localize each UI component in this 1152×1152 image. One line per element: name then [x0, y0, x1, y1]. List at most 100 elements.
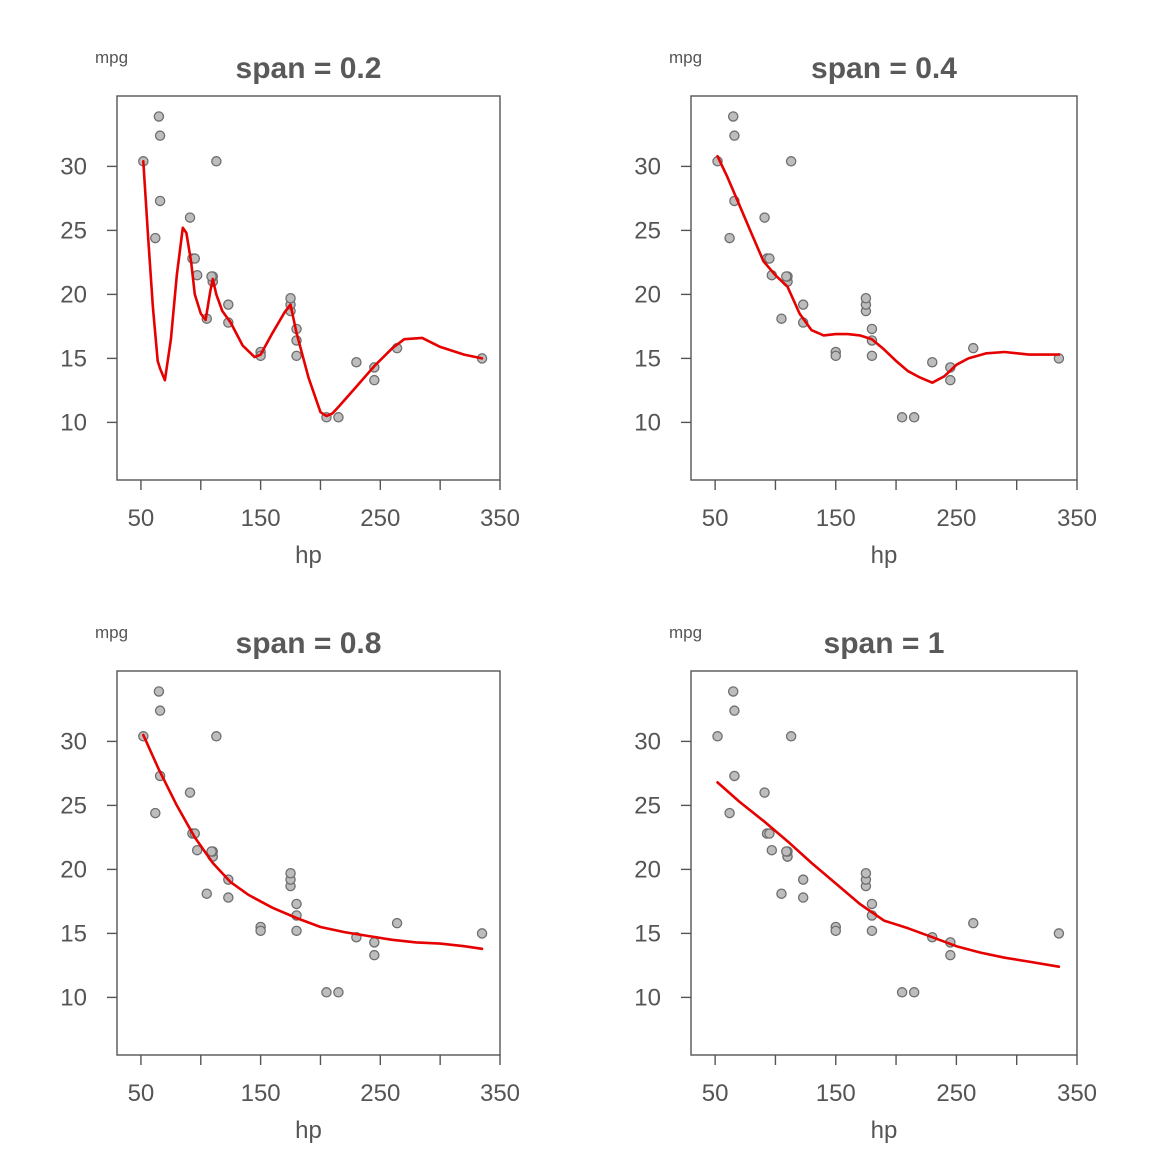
data-point	[968, 917, 979, 929]
data-point	[351, 356, 362, 368]
data-point	[776, 313, 787, 324]
y-tick-label: 30	[60, 728, 87, 755]
data-point	[797, 299, 809, 310]
x-tick-label: 50	[702, 505, 729, 532]
y-tick-label: 15	[634, 345, 661, 372]
x-tick-label: 350	[1057, 505, 1097, 532]
data-point	[776, 888, 787, 899]
y-tick-label: 20	[634, 856, 661, 883]
data-point	[830, 925, 842, 937]
chart-title: span = 1	[824, 627, 945, 660]
data-point	[764, 253, 775, 264]
y-tick-label: 30	[634, 153, 661, 180]
data-point	[154, 195, 166, 207]
data-point	[860, 292, 872, 304]
data-point	[781, 846, 792, 857]
y-axis-label: mpg	[669, 48, 702, 67]
data-point	[896, 412, 908, 423]
y-tick-label: 10	[60, 984, 87, 1011]
data-point	[729, 705, 740, 716]
y-tick-label: 15	[60, 345, 87, 372]
data-point	[866, 350, 878, 362]
data-point	[1053, 928, 1065, 939]
data-point	[285, 292, 296, 304]
y-tick-label: 30	[60, 153, 87, 180]
y-axis-label: mpg	[95, 623, 128, 642]
data-point	[866, 323, 878, 335]
data-point	[333, 412, 344, 423]
data-point	[154, 705, 166, 716]
plot-frame	[116, 95, 501, 481]
data-point	[724, 232, 735, 244]
y-tick-label: 25	[60, 792, 87, 819]
x-tick-label: 50	[128, 505, 155, 532]
data-point	[154, 130, 166, 141]
data-point	[945, 374, 956, 386]
data-point	[908, 412, 920, 423]
data-point	[369, 374, 380, 386]
data-point	[150, 232, 161, 244]
panel-4: span = 1 mpg hp 50 150 250 350 10 15 20 25 30	[634, 623, 1097, 1144]
x-tick-label: 350	[480, 1080, 520, 1107]
data-point	[150, 807, 161, 819]
x-tick-label: 150	[816, 505, 856, 532]
data-point	[764, 828, 775, 839]
data-point	[759, 212, 770, 223]
y-tick-label: 10	[634, 409, 661, 436]
x-axis-label: hp	[871, 542, 898, 569]
data-point	[866, 898, 878, 910]
data-point	[206, 846, 217, 857]
data-point	[896, 987, 908, 998]
x-tick-label: 50	[702, 1080, 729, 1107]
y-tick-label: 25	[634, 792, 661, 819]
x-tick-label: 150	[816, 1080, 856, 1107]
loess-fit-line	[142, 160, 484, 418]
data-point	[255, 925, 266, 937]
data-point	[223, 892, 234, 903]
data-point	[860, 867, 872, 879]
plot-frame	[690, 95, 1078, 481]
x-axis-label: hp	[295, 1117, 322, 1144]
x-tick-label: 350	[1057, 1080, 1097, 1107]
y-tick-label: 30	[634, 728, 661, 755]
data-point	[908, 987, 920, 998]
x-tick-label: 250	[360, 505, 400, 532]
data-point	[285, 867, 296, 879]
data-point	[927, 356, 938, 368]
y-tick-label: 20	[60, 281, 87, 308]
x-tick-label: 250	[360, 1080, 400, 1107]
x-axis-label: hp	[295, 542, 322, 569]
data-point	[184, 787, 196, 798]
x-tick-label: 150	[241, 1080, 281, 1107]
data-point	[333, 987, 344, 998]
data-point	[369, 949, 380, 961]
data-point	[391, 917, 403, 929]
data-point	[291, 898, 302, 910]
y-tick-label: 15	[60, 920, 87, 947]
data-point	[184, 212, 196, 223]
data-point	[830, 350, 842, 362]
chart-title: span = 0.4	[811, 52, 957, 85]
data-point	[727, 686, 739, 697]
y-tick-label: 25	[634, 217, 661, 244]
data-point	[729, 770, 740, 782]
loess-fit-line	[716, 154, 1061, 384]
data-point	[153, 111, 165, 122]
y-tick-label: 10	[634, 984, 661, 1011]
data-point	[759, 787, 770, 798]
data-point	[785, 156, 797, 167]
data-point	[797, 892, 809, 903]
data-point	[766, 844, 778, 856]
chart-title: span = 0.2	[236, 52, 382, 85]
x-tick-label: 250	[936, 505, 976, 532]
data-point	[223, 299, 234, 310]
y-tick-label: 10	[60, 409, 87, 436]
data-point	[797, 874, 809, 885]
data-point	[785, 731, 797, 742]
y-tick-label: 15	[634, 920, 661, 947]
loess-fit-line	[716, 781, 1061, 968]
data-point	[724, 807, 735, 819]
plot-frame	[690, 670, 1078, 1056]
data-point	[211, 156, 222, 167]
